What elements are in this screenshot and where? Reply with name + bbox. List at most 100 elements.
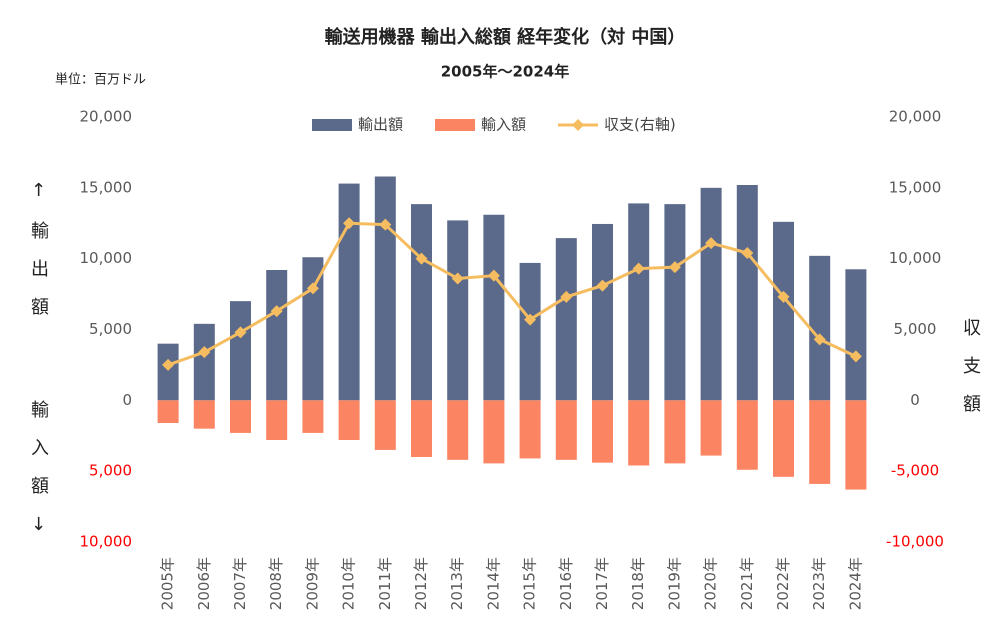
bar: [374, 176, 396, 401]
bar: [447, 220, 469, 401]
bar: [157, 400, 179, 423]
legend-swatch: [312, 119, 352, 131]
bar: [628, 400, 650, 466]
line-marker: [524, 313, 537, 326]
bar: [193, 400, 215, 429]
line-marker: [560, 290, 573, 303]
line-marker: [741, 247, 754, 259]
line-marker: [668, 261, 681, 274]
line-marker: [162, 358, 175, 371]
legend-swatch: [572, 119, 585, 131]
line-marker: [705, 237, 718, 250]
line-marker: [777, 290, 790, 303]
bar: [266, 400, 288, 440]
bar: [773, 221, 794, 401]
x-tick-label: 2018年: [629, 557, 647, 610]
y2-tick-label: 20,000: [889, 108, 942, 126]
bar: [664, 204, 686, 401]
y-tick-label: 0: [122, 391, 132, 409]
bar: [447, 400, 469, 460]
bar: [555, 400, 577, 460]
legend-label: 輸出額: [358, 116, 403, 134]
line-marker: [813, 333, 826, 346]
x-tick-label: 2024年: [846, 557, 864, 610]
x-tick-label: 2010年: [340, 557, 358, 610]
line-marker: [487, 269, 500, 282]
line-marker: [234, 326, 247, 339]
x-tick-label: 2022年: [774, 557, 792, 610]
bar: [483, 214, 505, 401]
x-tick-label: 2005年: [159, 557, 177, 610]
x-tick-label: 2019年: [665, 557, 683, 610]
bar: [230, 400, 251, 433]
bar: [157, 343, 179, 401]
line-marker: [632, 262, 645, 275]
bar: [483, 400, 505, 464]
line-marker: [849, 350, 862, 363]
y2-tick-label: 0: [910, 391, 920, 409]
x-tick-label: 2016年: [557, 557, 575, 610]
line-marker: [596, 279, 609, 292]
x-tick-label: 2006年: [195, 557, 213, 610]
line-marker: [306, 282, 319, 295]
x-tick-label: 2017年: [593, 557, 611, 610]
bar: [302, 400, 324, 433]
x-tick-label: 2012年: [412, 557, 430, 610]
bar: [809, 400, 831, 484]
bar: [845, 269, 867, 401]
y2-tick-label: -10,000: [886, 533, 944, 551]
chart-subtitle: 2005年～2024年: [441, 63, 570, 81]
bar: [664, 400, 686, 464]
y-tick-label: 10,000: [80, 533, 133, 551]
line-marker: [415, 252, 428, 265]
y-tick-label: 10,000: [80, 249, 133, 267]
line-marker: [198, 346, 211, 359]
bar: [736, 185, 758, 401]
y-tick-label: 15,000: [80, 178, 133, 196]
bar: [519, 400, 541, 459]
bar: [845, 400, 867, 490]
y2-tick-label: 10,000: [889, 249, 942, 267]
y2-tick-label: 15,000: [889, 178, 942, 196]
bar: [519, 262, 541, 401]
bar: [555, 238, 577, 401]
bar: [411, 204, 432, 401]
bar: [592, 223, 613, 401]
chart-title: 輸送用機器 輸出入総額 経年変化（対 中国）: [325, 26, 686, 48]
x-tick-label: 2011年: [376, 557, 394, 610]
x-tick-label: 2007年: [231, 557, 249, 610]
line-marker: [379, 218, 392, 231]
y2-axis-label: 収支額: [960, 318, 981, 432]
bar: [193, 323, 215, 401]
line-marker: [270, 305, 283, 318]
bar: [338, 400, 360, 440]
legend-label: 輸入額: [481, 116, 526, 134]
unit-label: 単位：百万ドル: [55, 72, 146, 88]
x-tick-label: 2015年: [521, 557, 539, 610]
bar: [736, 400, 758, 470]
legend-label: 収支(右軸): [604, 116, 676, 134]
x-tick-label: 2009年: [303, 557, 321, 610]
line-marker: [343, 217, 356, 230]
bar: [230, 301, 251, 401]
line: [167, 221, 857, 367]
y-axis-label-bottom: 輸入額↓: [28, 400, 49, 555]
y-axis-label-top: ↑輸出額: [28, 180, 49, 335]
bar: [700, 187, 722, 401]
y-tick-label: 5,000: [89, 320, 132, 338]
line-marker: [451, 272, 464, 285]
x-tick-label: 2008年: [267, 557, 285, 610]
bar: [374, 400, 396, 450]
y-tick-label: 5,000: [89, 462, 132, 480]
x-tick-label: 2013年: [448, 557, 466, 610]
bar: [302, 257, 324, 401]
x-tick-label: 2021年: [738, 557, 756, 610]
y2-tick-label: 5,000: [894, 320, 937, 338]
bar: [773, 400, 794, 477]
x-tick-label: 2020年: [702, 557, 720, 610]
bar: [266, 270, 288, 401]
legend-swatch: [435, 119, 476, 131]
y-tick-label: 20,000: [80, 108, 133, 126]
bar: [700, 400, 722, 456]
bar: [411, 400, 432, 457]
